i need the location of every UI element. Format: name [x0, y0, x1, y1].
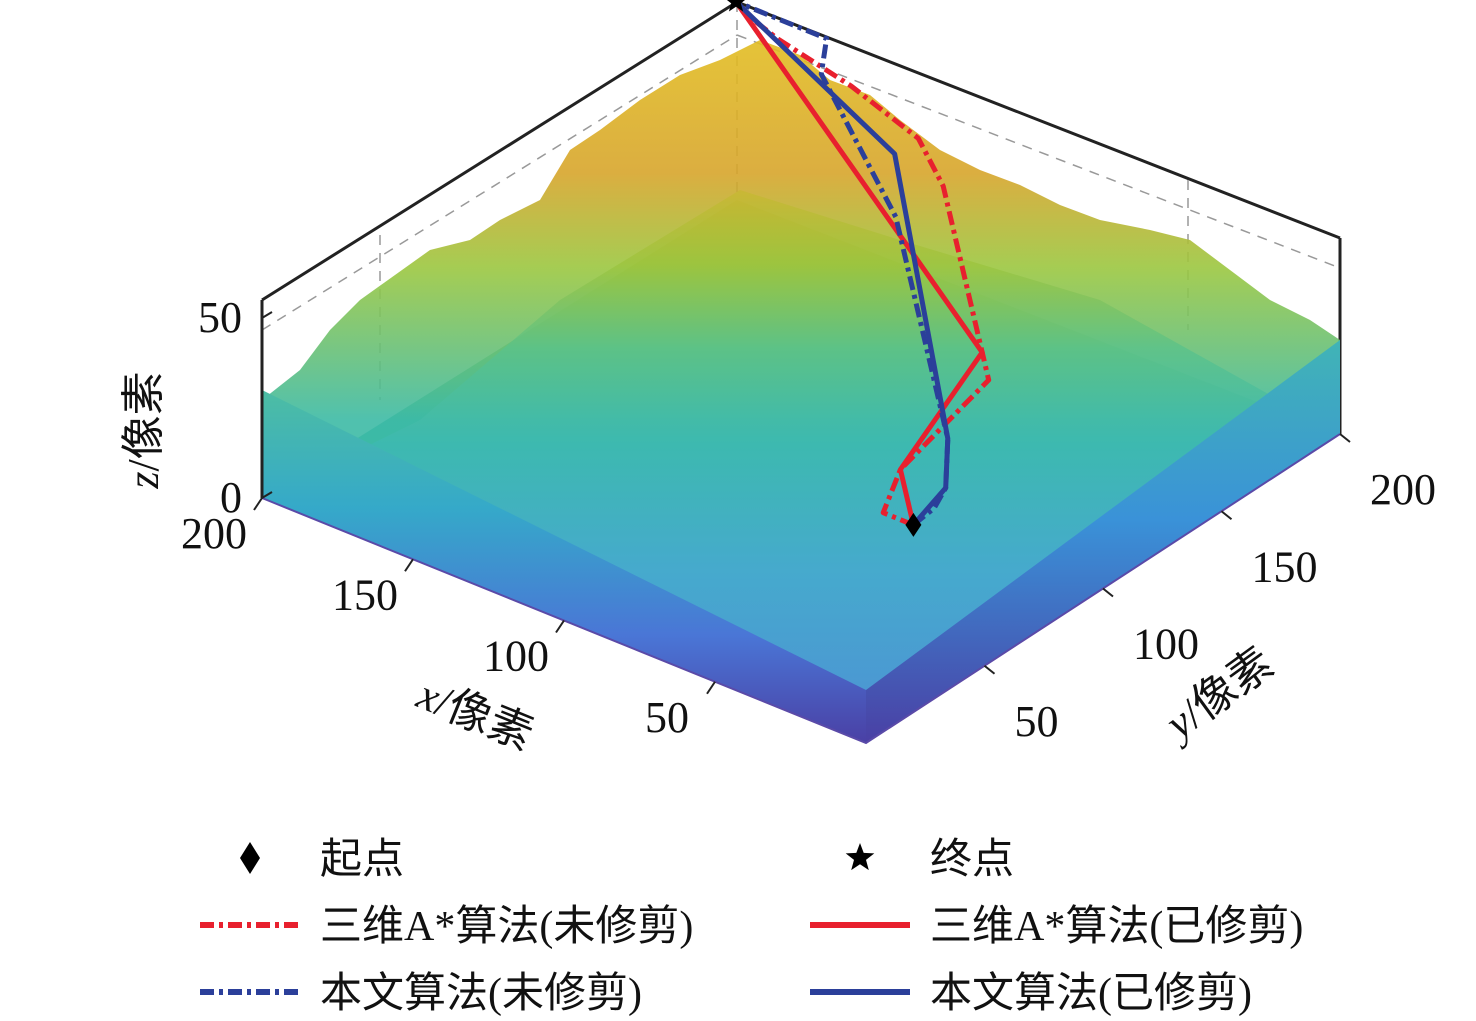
- path-layer: [733, 0, 992, 528]
- z-label-var: z: [119, 472, 168, 490]
- x-tick-mark: [555, 619, 565, 634]
- marker-layer: [726, 0, 922, 537]
- y-tick-mark: [1339, 433, 1351, 443]
- z-axis-label: z/像素: [119, 371, 168, 489]
- legend-label: 本文算法(已修剪): [930, 970, 1252, 1017]
- x-tick-mark: [706, 681, 716, 695]
- legend-item-astar_unpruned: 三维A*算法(未修剪): [200, 904, 693, 950]
- legend-label: 三维A*算法(已修剪): [930, 904, 1303, 950]
- legend-label: 三维A*算法(未修剪): [320, 904, 693, 950]
- y-tick-label: 100: [1133, 620, 1199, 669]
- svg-text:z/像素: z/像素: [119, 371, 168, 489]
- path-ours_unpruned: [735, 0, 951, 527]
- x-tick-label: 200: [181, 509, 247, 558]
- path-ours_pruned: [734, 0, 951, 527]
- legend-item-end: 终点: [845, 837, 1014, 883]
- legend-item-astar_pruned: 三维A*算法(已修剪): [810, 904, 1303, 950]
- terrain-surface: [261, 40, 1341, 745]
- legend-item-start: 起点: [240, 837, 404, 883]
- x-tick-mark: [404, 558, 414, 572]
- y-tick-label: 200: [1370, 465, 1436, 514]
- x-axis-label: x/像素: [410, 669, 540, 760]
- y-tick-label: 150: [1252, 542, 1318, 591]
- legend-item-ours_unpruned: 本文算法(未修剪): [200, 970, 642, 1017]
- end-marker: [726, 0, 746, 12]
- path-astar_unpruned: [733, 0, 992, 528]
- x-tick-mark: [253, 497, 263, 511]
- z-tick-mark: [261, 311, 273, 319]
- z-tick-label: 50: [198, 293, 242, 342]
- svg-text:x/像素: x/像素: [410, 669, 540, 760]
- x-tick-label: 150: [332, 570, 398, 619]
- z-label-unit: /像素: [119, 371, 168, 471]
- z-tick-label: 0: [220, 473, 242, 522]
- x-tick-label: 100: [483, 632, 549, 681]
- z-tick-mark: [261, 491, 273, 499]
- legend-diamond-icon: [240, 842, 260, 874]
- legend-label: 终点: [930, 837, 1014, 883]
- legend-label: 起点: [320, 837, 404, 883]
- y-tick-mark: [983, 664, 996, 675]
- y-tick-label: 50: [1015, 697, 1059, 746]
- legend-label: 本文算法(未修剪): [320, 970, 642, 1017]
- start-marker: [905, 512, 922, 537]
- x-tick-label: 50: [645, 693, 689, 742]
- legend-item-ours_pruned: 本文算法(已修剪): [810, 970, 1252, 1017]
- legend-star-icon: [845, 843, 875, 871]
- y-tick-mark: [1102, 587, 1114, 598]
- x-label-unit: /像素: [429, 677, 540, 760]
- y-tick-mark: [1220, 510, 1233, 521]
